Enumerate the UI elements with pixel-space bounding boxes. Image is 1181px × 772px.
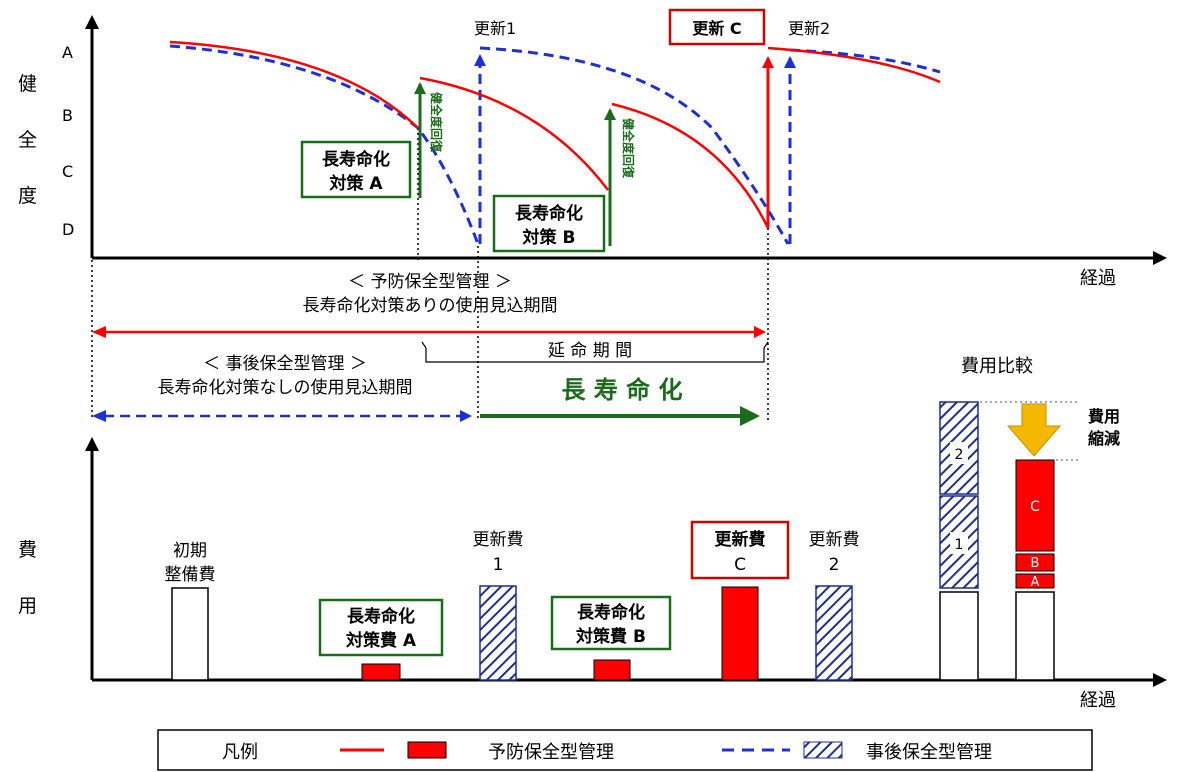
initial-cost-line-1: 初期 (173, 541, 207, 561)
legend-preventive-swatch (407, 741, 447, 759)
preventive-period-arrow-start (92, 326, 106, 338)
preventive-stack-label-c: C (1030, 499, 1040, 515)
reduction-label-2: 縮減 (1088, 429, 1120, 448)
cost-y-title-1: 費 (18, 539, 37, 561)
recovery-label-b: 健全度回復 (621, 118, 636, 179)
measure-cost-b-bar (593, 659, 631, 681)
level-a: A (62, 43, 73, 62)
renewal-cost-1-line-1: 更新費 (473, 530, 524, 550)
renewal-cost-c-line-1: 更新費 (715, 529, 766, 550)
recovery-label-a: 健全度回復 (429, 92, 444, 153)
renewal-cost-2-line-2: 2 (829, 555, 840, 575)
legend-reactive-label: 事後保全型管理 (866, 742, 992, 763)
extension-label: 延 命 期 間 (548, 341, 632, 361)
reactive-stack-label-1: 1 (955, 537, 964, 553)
extension-bracket (421, 341, 769, 363)
reduction-arrow-icon (1006, 403, 1062, 457)
reactive-title: ＜ 事後保全型管理 ＞ (203, 354, 367, 374)
measure-a-line-2: 対策 A (328, 173, 383, 194)
measure-cost-a-bar (361, 663, 401, 681)
renewal-cost-c-line-2: C (734, 555, 746, 575)
renewal-cost-c-box: 更新費 C (690, 520, 790, 580)
preventive-stack-label-b: B (1031, 556, 1040, 571)
reactive-curve-1 (169, 44, 480, 245)
renewal-1-label: 更新1 (474, 19, 516, 38)
measure-cost-b-line-1: 長寿命化 (577, 602, 645, 623)
measure-b-box: 長寿命化 対策 B (492, 194, 606, 253)
measure-a-line-1: 長寿命化 (322, 149, 390, 170)
preventive-curve-2 (419, 76, 609, 191)
health-x-label: 経過 (1080, 268, 1116, 289)
health-y-title-2: 全 (18, 129, 37, 151)
preventive-stack-b (1015, 553, 1055, 572)
reduction-label-1: 費用 (1088, 407, 1120, 426)
legend-preventive-label: 予防保全型管理 (488, 742, 614, 763)
reactive-period-arrow-start (92, 410, 106, 422)
preventive-desc: 長寿命化対策ありの使用見込期間 (303, 295, 558, 316)
preventive-stack-a (1015, 573, 1055, 589)
legend-reactive-swatch (803, 741, 843, 759)
longevity-label: 長 寿 命 化 (561, 376, 682, 404)
preventive-curve-3 (611, 102, 770, 229)
health-y-title-3: 度 (18, 185, 37, 207)
initial-cost-line-2: 整備費 (165, 565, 216, 585)
period-annotations: ＜ 予防保全型管理 ＞ 長寿命化対策ありの使用見込期間 延 命 期 間 ＜ 事後… (92, 272, 769, 426)
level-b: B (62, 106, 73, 125)
measure-cost-a-box: 長寿命化 対策費 A (318, 598, 444, 657)
preventive-stack: A B C (1015, 459, 1055, 681)
preventive-title: ＜ 予防保全型管理 ＞ (348, 272, 512, 292)
preventive-curve-4 (767, 46, 941, 84)
renewal-c-label-box: 更新 C (668, 8, 766, 46)
legend-frame (157, 729, 1093, 771)
measure-b-line-2: 対策 B (522, 227, 576, 248)
reactive-stack-label-2: 2 (955, 447, 964, 463)
measure-b-line-1: 長寿命化 (515, 203, 583, 224)
comparison-title: 費用比較 (961, 356, 1033, 377)
initial-cost-bar (171, 587, 209, 681)
level-c: C (62, 162, 73, 181)
measure-cost-b-box: 長寿命化 対策費 B (550, 595, 672, 651)
cost-chart: 費 用 経過 初期 整備費 長寿命化 対策費 A 更新費 1 長寿命化 対策費 … (18, 356, 1167, 711)
preventive-stack-initial (1015, 591, 1055, 681)
legend-title: 凡例 (222, 742, 258, 763)
reactive-stack: 1 2 (939, 401, 979, 681)
cost-x-label: 経過 (1080, 690, 1116, 711)
measure-cost-a-line-1: 長寿命化 (347, 606, 415, 627)
reactive-desc: 長寿命化対策なしの使用見込期間 (158, 377, 413, 398)
renewal-cost-c-bar (721, 586, 759, 681)
health-y-title-1: 健 (18, 73, 37, 95)
legend: 凡例 予防保全型管理 事後保全型管理 (157, 729, 1093, 771)
renewal-c-label: 更新 C (692, 19, 741, 38)
renewal-cost-1-line-2: 1 (493, 555, 504, 575)
renewal-cost-2-bar (815, 585, 853, 681)
measure-cost-b-line-2: 対策費 B (575, 626, 646, 647)
preventive-stack-label-a: A (1031, 575, 1040, 590)
preventive-stack-c (1015, 459, 1055, 552)
reactive-curve-2 (479, 46, 790, 245)
renewal-cost-1-bar (479, 585, 517, 681)
cost-y-title-2: 用 (18, 595, 37, 617)
renewal-cost-2-line-1: 更新費 (809, 530, 860, 550)
renewal-2-label: 更新2 (788, 19, 830, 38)
level-d: D (62, 220, 74, 239)
preventive-curve-1 (169, 40, 419, 129)
measure-cost-a-line-2: 対策費 A (345, 630, 417, 651)
reactive-stack-initial (939, 591, 979, 681)
measure-a-box: 長寿命化 対策 A (300, 140, 412, 199)
